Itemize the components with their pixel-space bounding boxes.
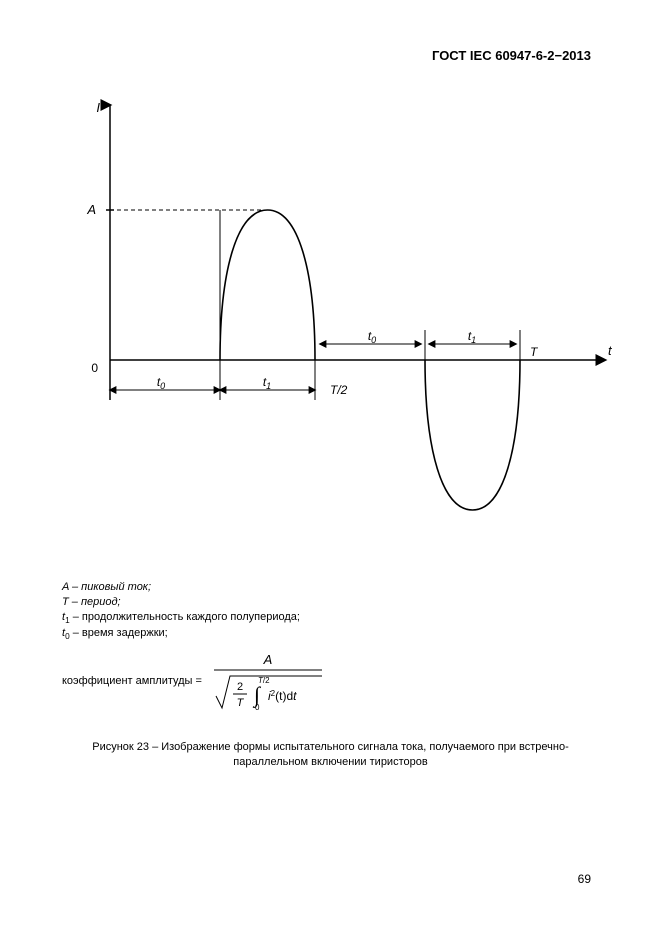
amplitude-label: A: [86, 202, 96, 217]
svg-text:T: T: [237, 697, 245, 709]
doc-header: ГОСТ IEC 60947-6-2−2013: [432, 48, 591, 63]
axis-x-label: t: [608, 343, 613, 358]
svg-text:t0: t0: [368, 329, 376, 345]
svg-text:t1: t1: [468, 329, 476, 345]
svg-text:i2(t)dt: i2(t)dt: [268, 689, 297, 703]
axis-y-label: I: [96, 100, 100, 115]
t-half-label: T/2: [330, 383, 348, 397]
page-number: 69: [578, 872, 591, 886]
svg-text:A: A: [263, 652, 273, 667]
figure-legend: A – пиковый ток; T – период; t1 – продол…: [62, 580, 300, 642]
svg-text:T/2: T/2: [258, 676, 270, 685]
waveform-figure: I t 0 A t0 t1 T/2: [60, 100, 610, 550]
svg-text:t0: t0: [157, 375, 165, 391]
t-period-label: T: [530, 345, 539, 359]
amplitude-formula: коэффициент амплитуды = A 2 T ∫ 0 T/2 i2…: [62, 650, 328, 712]
axis-zero: 0: [91, 361, 98, 375]
svg-text:t1: t1: [263, 375, 271, 391]
figure-caption: Рисунок 23 – Изображение формы испытател…: [0, 740, 661, 770]
svg-text:2: 2: [237, 681, 243, 693]
svg-text:0: 0: [255, 703, 260, 712]
